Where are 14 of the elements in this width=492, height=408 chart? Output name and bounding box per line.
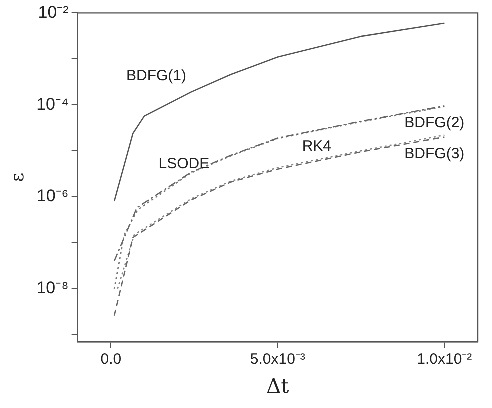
y-tick-label: 10⁻⁶ <box>36 186 69 206</box>
x-tick-label: 1.0x10⁻² <box>417 351 472 368</box>
series-label: BDFG(1) <box>126 67 187 84</box>
series-label: RK4 <box>302 138 332 155</box>
x-axis-title: Δt <box>266 374 290 398</box>
y-axis-title: ε <box>7 172 28 182</box>
series-label: BDFG(2) <box>404 114 465 132</box>
x-tick-label: 0.0 <box>100 351 122 368</box>
series-label: BDFG(3) <box>404 145 465 162</box>
y-tick-label: 10⁻² <box>38 2 70 22</box>
x-tick-label: 5.0x10⁻³ <box>250 351 306 368</box>
y-tick-label: 10⁻⁸ <box>36 278 69 298</box>
y-tick-label: 10⁻⁴ <box>36 94 69 114</box>
series-label: LSODE <box>158 156 210 173</box>
